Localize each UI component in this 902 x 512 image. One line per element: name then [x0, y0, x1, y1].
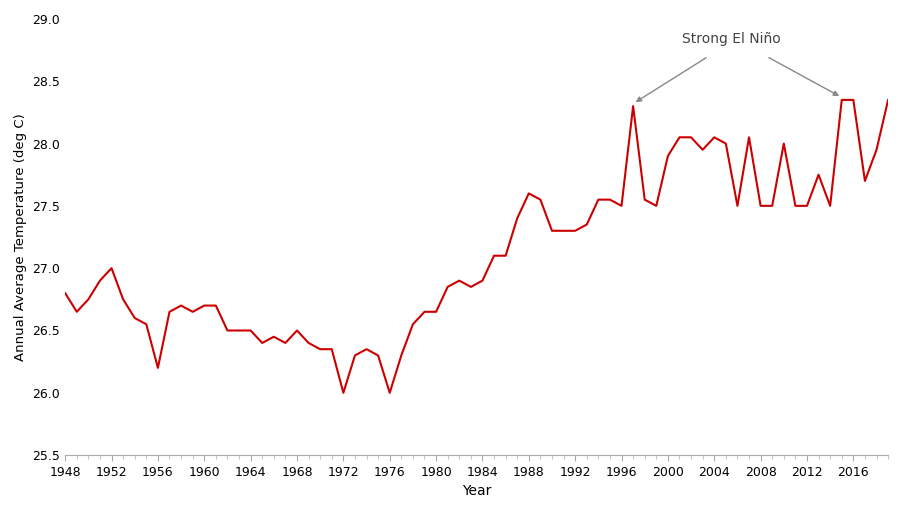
- Text: Strong El Niño: Strong El Niño: [682, 32, 781, 46]
- Y-axis label: Annual Average Temperature (deg C): Annual Average Temperature (deg C): [14, 113, 27, 361]
- X-axis label: Year: Year: [462, 484, 492, 498]
